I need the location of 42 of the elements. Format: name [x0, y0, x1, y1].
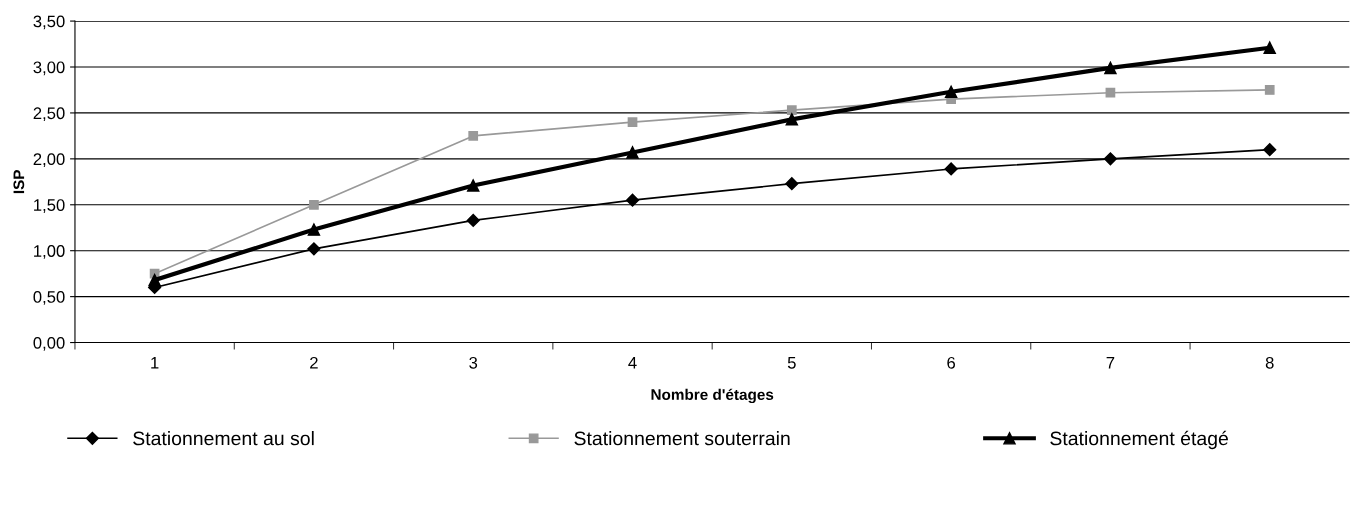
point — [148, 273, 161, 287]
point — [944, 162, 958, 176]
x-tick-label: 8 — [1265, 356, 1274, 369]
x-tick-label: 6 — [947, 356, 956, 369]
point — [1264, 85, 1275, 95]
point — [468, 131, 479, 141]
y-tick-label: 3,50 — [33, 15, 65, 30]
point — [1103, 152, 1118, 166]
x-axis-title: Nombre d'étages — [651, 388, 774, 404]
point — [466, 213, 480, 227]
x-tick-label: 4 — [628, 357, 637, 369]
point — [1263, 41, 1276, 54]
point — [309, 199, 319, 210]
point — [466, 179, 480, 192]
y-tick-label: 1,50 — [34, 199, 65, 213]
x-tick-label: 7 — [1106, 357, 1115, 369]
legend-label: Stationnement au sol — [133, 431, 314, 446]
y-tick-label: 0,00 — [33, 336, 65, 351]
point — [1104, 61, 1117, 75]
point — [627, 117, 638, 127]
y-axis-title: ISP — [13, 170, 25, 194]
point — [1263, 143, 1277, 157]
point — [307, 242, 321, 256]
point — [307, 223, 321, 236]
point — [626, 146, 639, 159]
x-tick-label: 3 — [469, 356, 478, 369]
x-tick-label: 1 — [151, 357, 159, 369]
y-tick-label: 2,00 — [33, 153, 65, 168]
y-tick-label: 1,00 — [34, 245, 65, 259]
point — [785, 177, 799, 191]
legend-label: Stationnement étagé — [1050, 430, 1228, 450]
x-tick-label: 5 — [787, 357, 796, 369]
y-tick-label: 3,00 — [33, 61, 65, 76]
y-tick-label: 0,50 — [33, 291, 65, 305]
legend-label: Stationnement souterrain — [574, 431, 790, 446]
y-tick-label: 2,50 — [33, 107, 65, 122]
point — [786, 105, 797, 116]
point — [944, 85, 958, 99]
point — [785, 113, 799, 126]
point — [625, 193, 640, 207]
x-tick-label: 2 — [310, 356, 318, 369]
point — [1105, 87, 1116, 98]
